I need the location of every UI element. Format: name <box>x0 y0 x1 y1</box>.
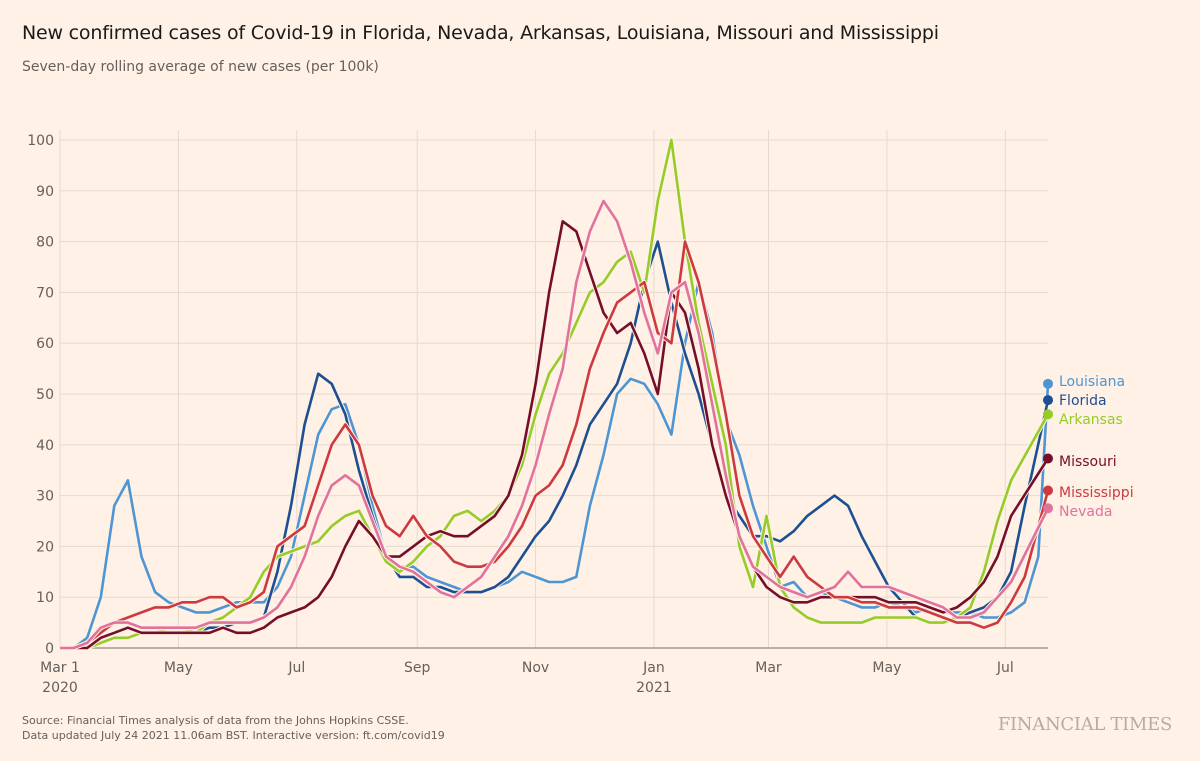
end-dot-louisiana <box>1043 378 1053 389</box>
grid-lines <box>59 130 1048 649</box>
series-lines <box>60 137 1051 651</box>
x-tick-label: Jan <box>642 660 665 676</box>
series-line-nevada <box>60 199 1050 650</box>
end-label-louisiana: Louisiana <box>1059 374 1125 390</box>
source-note: Source: Financial Times analysis of data… <box>22 713 445 743</box>
series-line-arkansas <box>60 138 1050 650</box>
chart-title: New confirmed cases of Covid-19 in Flori… <box>22 22 939 44</box>
y-tick-label: 90 <box>36 184 54 200</box>
x-axis-ticks: Mar 1 2020 May Jul Sep Nov Jan 2021 Mar May Jul <box>40 660 1014 696</box>
x-tick-label: Mar 1 <box>40 660 80 676</box>
series-line-missouri <box>60 220 1050 650</box>
x-tick-year-label: 2021 <box>636 680 672 696</box>
end-label-missouri: Missouri <box>1059 454 1117 470</box>
y-tick-label: 50 <box>36 387 54 403</box>
end-label-florida: Florida <box>1059 393 1107 409</box>
end-dot-nevada <box>1043 503 1053 514</box>
y-axis-ticks: 0 10 20 30 40 50 60 70 80 90 100 <box>27 133 54 657</box>
y-tick-label: 60 <box>36 336 54 352</box>
series-line-mississippi <box>60 240 1050 650</box>
end-dot-mississippi <box>1043 485 1053 496</box>
ft-logo: FINANCIAL TIMES <box>997 714 1172 735</box>
end-dot-arkansas <box>1043 409 1053 420</box>
x-tick-label: Jul <box>287 660 305 676</box>
y-tick-label: 40 <box>36 438 54 454</box>
end-labels: Louisiana Florida Arkansas Missouri Mississi… <box>1043 374 1134 520</box>
x-tick-label: Mar <box>755 660 782 676</box>
end-label-mississippi: Mississippi <box>1059 485 1134 501</box>
y-tick-label: 100 <box>27 133 54 149</box>
y-tick-label: 80 <box>36 235 54 251</box>
end-dot-florida <box>1043 395 1053 406</box>
x-tick-label: May <box>872 660 901 676</box>
y-tick-label: 20 <box>36 539 54 555</box>
end-label-arkansas: Arkansas <box>1059 412 1123 428</box>
y-tick-label: 10 <box>36 590 54 606</box>
x-tick-label: May <box>164 660 193 676</box>
y-tick-label: 0 <box>45 641 54 657</box>
x-tick-label: Jul <box>996 660 1014 676</box>
chart-subtitle: Seven-day rolling average of new cases (… <box>22 59 379 75</box>
end-dot-missouri <box>1043 453 1053 464</box>
source-line-2: Data updated July 24 2021 11.06am BST. I… <box>22 729 445 742</box>
x-tick-label: Sep <box>404 660 431 676</box>
x-tick-year-label: 2020 <box>42 680 78 696</box>
source-line-1: Source: Financial Times analysis of data… <box>22 714 409 727</box>
x-tick-label: Nov <box>522 660 549 676</box>
end-label-nevada: Nevada <box>1059 504 1112 520</box>
y-tick-label: 30 <box>36 489 54 505</box>
y-tick-label: 70 <box>36 285 54 301</box>
